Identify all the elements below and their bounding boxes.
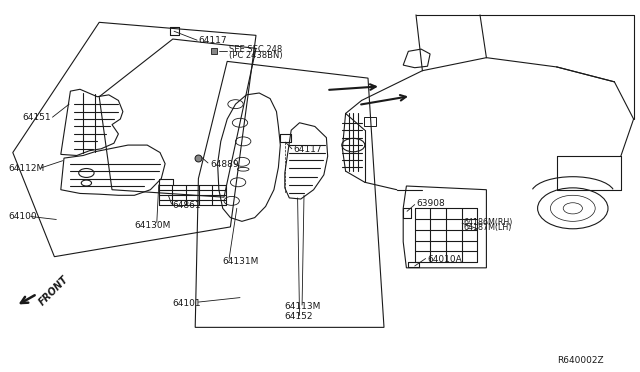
Text: 64117: 64117 [198, 36, 227, 45]
Text: 64187M(LH): 64187M(LH) [463, 223, 512, 232]
Text: 64112M: 64112M [8, 164, 45, 173]
Text: 63908: 63908 [416, 199, 445, 208]
Text: 64100: 64100 [8, 212, 37, 221]
Text: SEE SEC.248: SEE SEC.248 [229, 45, 282, 54]
Text: 64113M: 64113M [285, 302, 321, 311]
Text: 64186M(RH): 64186M(RH) [463, 218, 513, 227]
Text: 64131M: 64131M [223, 257, 259, 266]
Text: 64130M: 64130M [134, 221, 171, 230]
Text: (PC 2438BN): (PC 2438BN) [229, 51, 283, 60]
Text: 64889: 64889 [210, 160, 239, 169]
Text: 64010A: 64010A [427, 255, 461, 264]
Bar [364, 117, 376, 126]
Text: R640002Z: R640002Z [557, 356, 604, 365]
Text: 64151: 64151 [22, 113, 51, 122]
Text: 64117: 64117 [293, 145, 322, 154]
Text: 64101: 64101 [173, 299, 202, 308]
Text: 64152: 64152 [285, 312, 314, 321]
Text: FRONT: FRONT [37, 274, 70, 308]
Text: 64861: 64861 [173, 201, 202, 210]
